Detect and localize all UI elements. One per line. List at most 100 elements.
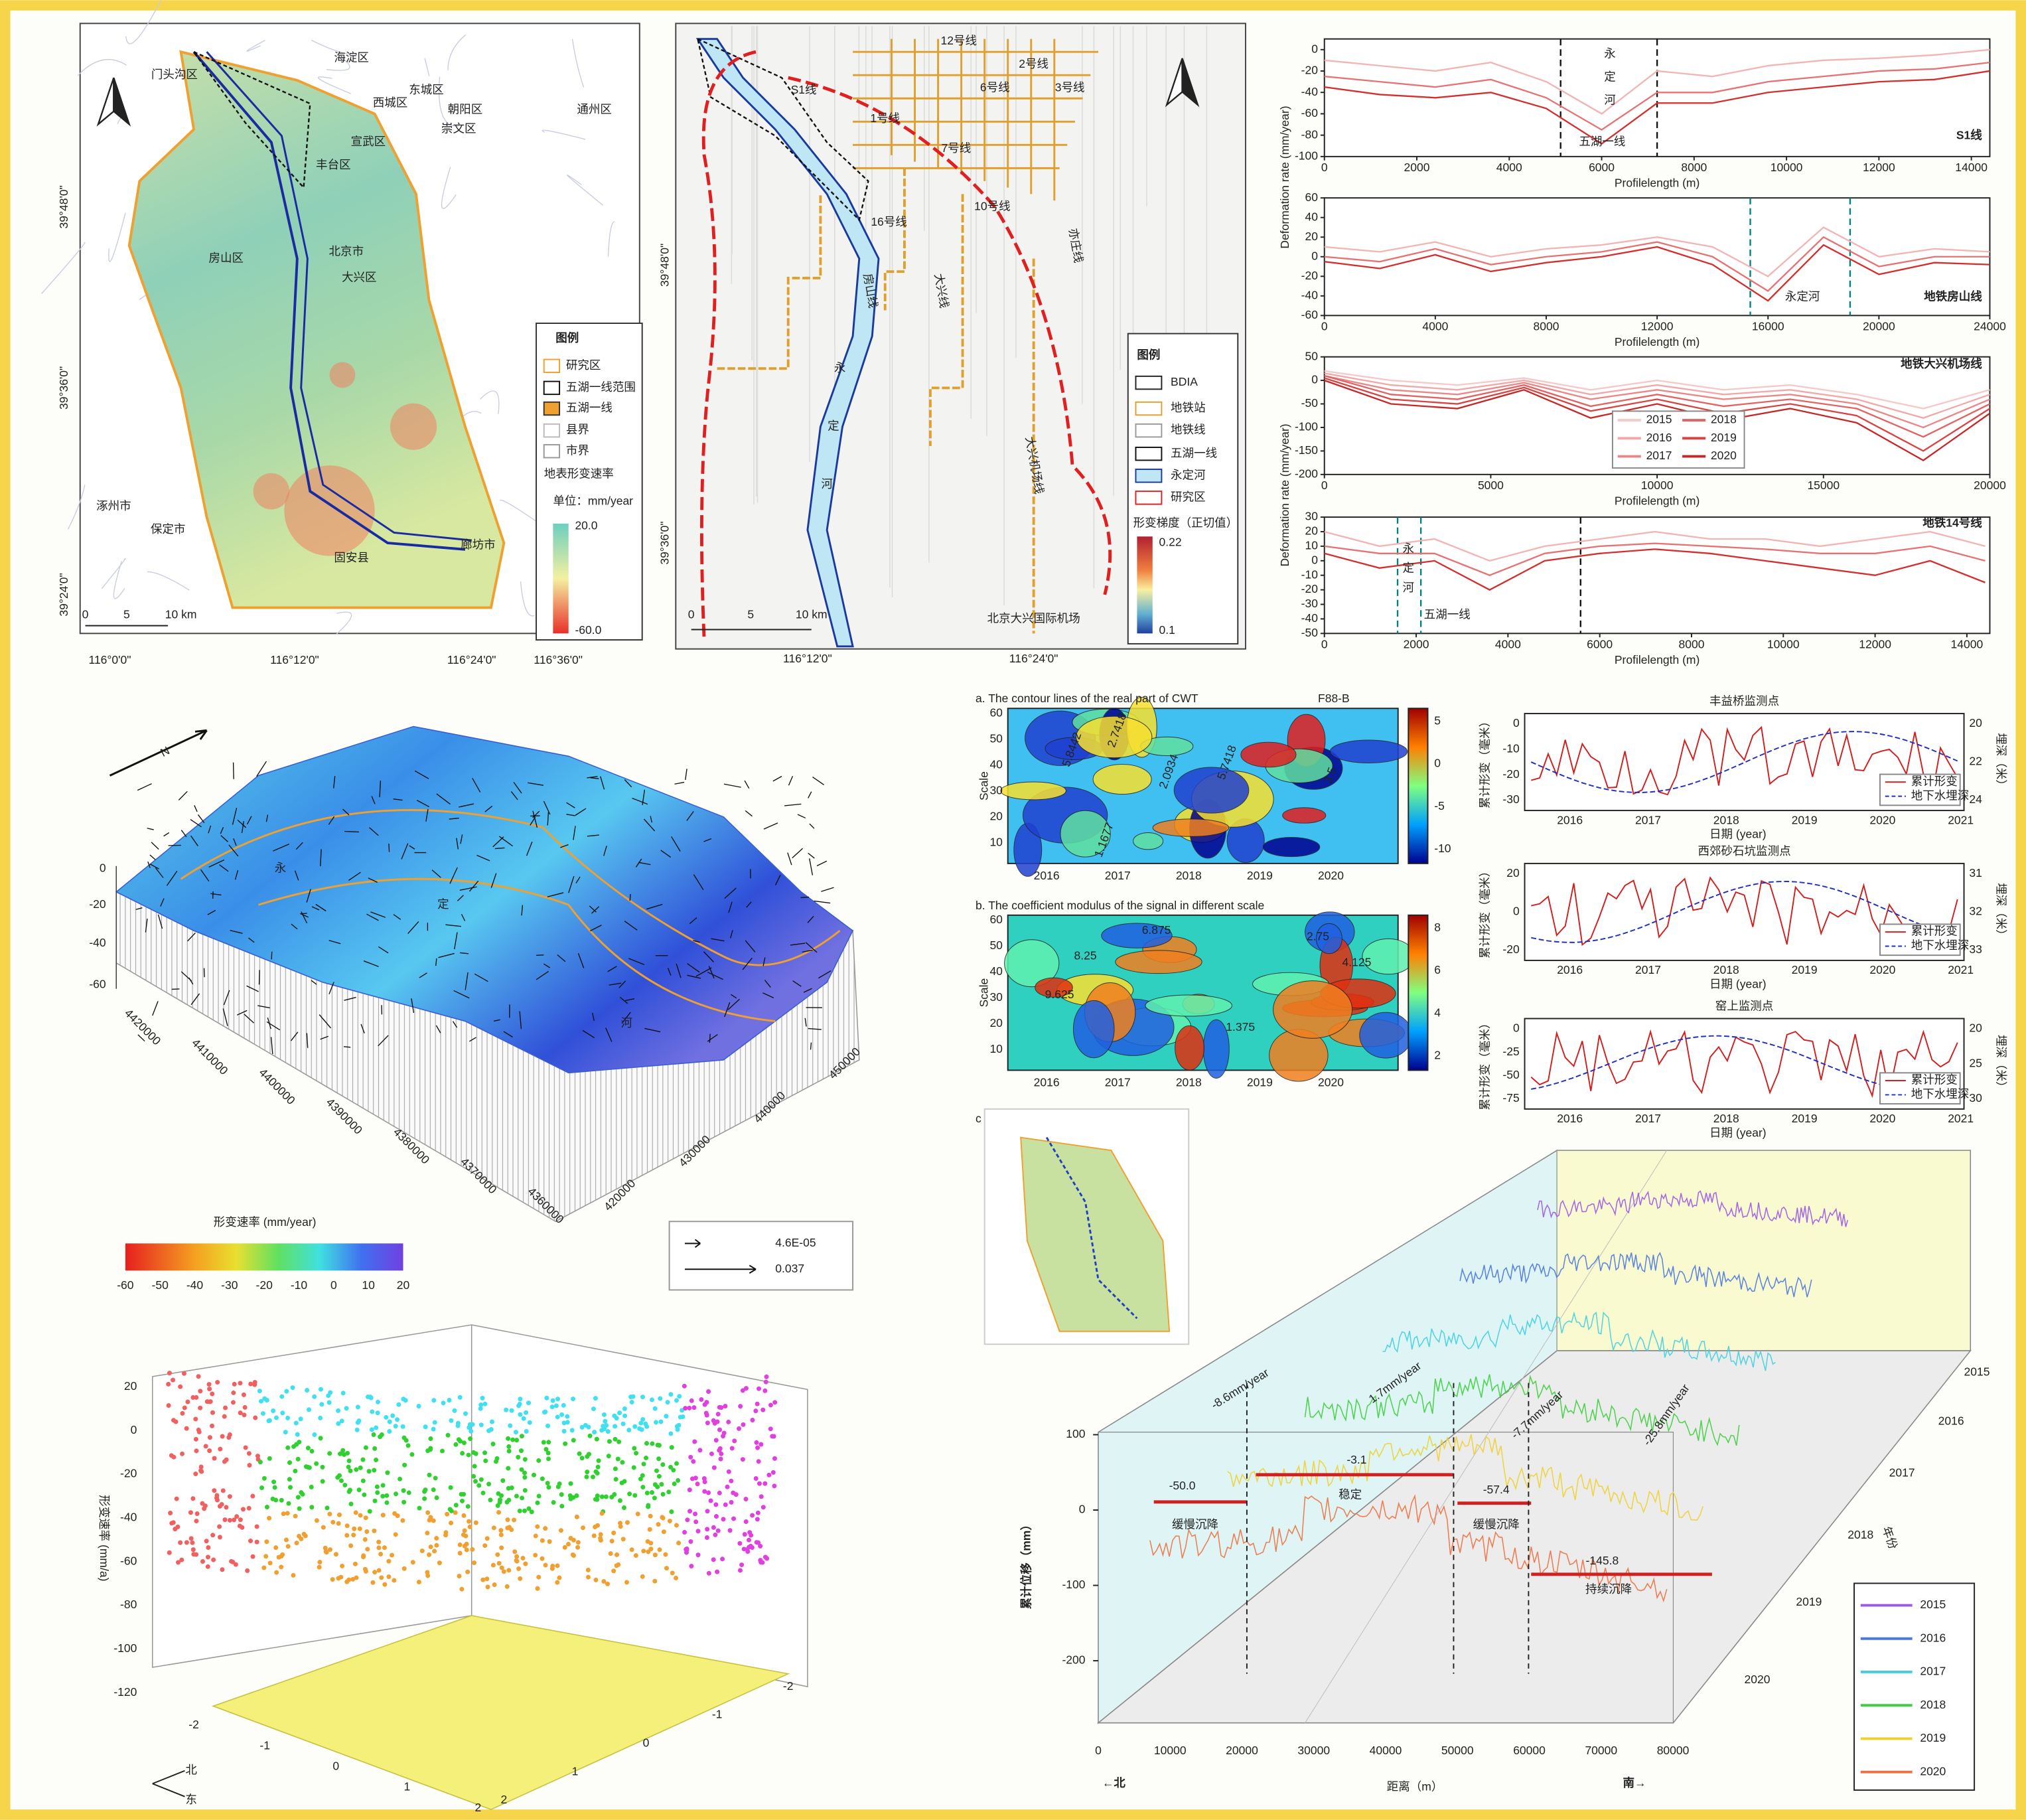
scatter-point (664, 1566, 669, 1570)
scatter-point (768, 1403, 773, 1407)
scatter-point (597, 1458, 601, 1463)
x-tick-label: 12000 (1859, 637, 1891, 650)
scatter-point (674, 1461, 679, 1466)
scatter-point (650, 1397, 654, 1402)
scatter-point (713, 1502, 718, 1507)
scatter-point (248, 1381, 253, 1386)
scatter-point (654, 1420, 658, 1424)
scatter-point (435, 1495, 439, 1500)
scatter-point (618, 1524, 623, 1529)
scatter-point (194, 1437, 198, 1442)
scale-label: 10 km (796, 608, 828, 621)
scatter-point (550, 1566, 555, 1571)
scatter-point (287, 1460, 292, 1465)
y-tick-label: 20 (989, 1016, 1003, 1029)
scatter-point (382, 1582, 387, 1587)
scatter-point (241, 1507, 246, 1511)
scatter-point (346, 1578, 351, 1582)
x-axis-label: 距离（m） (1387, 1780, 1443, 1793)
place-name: 保定市 (151, 522, 186, 536)
scale-label: 0 (688, 608, 695, 621)
scatter-point (747, 1545, 751, 1549)
scatter-point (571, 1397, 575, 1401)
deformation-vector (259, 970, 260, 984)
scatter-point (188, 1510, 193, 1515)
scatter-point (526, 1401, 531, 1405)
scatter-point (306, 1446, 311, 1450)
scatter-point (285, 1446, 290, 1450)
scatter-point (652, 1579, 657, 1584)
scatter-point (645, 1491, 650, 1495)
scatter-point (533, 1553, 538, 1557)
scatter-point (409, 1452, 414, 1457)
y-tick-label: -25 (1502, 1045, 1519, 1058)
scatter-point (518, 1509, 522, 1513)
scatter-point (417, 1580, 421, 1584)
scatter-point (191, 1547, 196, 1552)
annotation: 定 (1604, 70, 1616, 84)
year-tick-label: 2019 (1796, 1595, 1822, 1608)
x-tick-label: 2018 (1176, 869, 1202, 882)
x-tick-label: 0 (1321, 479, 1328, 492)
y2-tick-label: 31 (1969, 866, 1982, 879)
scatter-point (593, 1525, 597, 1529)
scatter-point (519, 1448, 524, 1453)
scatter-point (506, 1444, 511, 1449)
scatter-point (728, 1528, 733, 1533)
cwt-contour (1133, 832, 1163, 849)
scatter-point (388, 1420, 392, 1424)
scatter-point (252, 1383, 257, 1387)
scatter-point (194, 1519, 198, 1523)
scatter-point (314, 1462, 319, 1466)
scatter-point (729, 1479, 733, 1483)
x-axis-label: 日期 (year) (1709, 978, 1767, 991)
colorbar-label: 5 (1434, 714, 1441, 727)
x-tick-label: 10000 (1641, 479, 1674, 492)
scatter-point (761, 1505, 766, 1509)
scatter-point (559, 1412, 564, 1417)
scatter-point (264, 1539, 269, 1544)
scatter-point (182, 1371, 186, 1376)
y-tick-label: 60 (1305, 190, 1319, 204)
scatter-point (299, 1416, 303, 1421)
x-axis-label: Profilelength (m) (1615, 176, 1700, 189)
scatter-point (648, 1514, 653, 1519)
scatter-point (376, 1540, 381, 1545)
scatter-point (375, 1490, 380, 1495)
scatter-point (244, 1445, 248, 1450)
y2-tick-label: 30 (1969, 1091, 1982, 1104)
y2-tick-label: 25 (1969, 1056, 1982, 1069)
legend-swatch (1135, 491, 1161, 504)
y2-axis-label: 埋深（米） (1994, 733, 2007, 791)
scatter-point (330, 1577, 335, 1582)
scatter-point (471, 1474, 476, 1479)
scatter-point (255, 1524, 259, 1529)
scatter-point (468, 1525, 472, 1529)
scatter-point (506, 1486, 511, 1491)
cwt-contour (1283, 808, 1326, 823)
scatter-point (386, 1574, 391, 1579)
scatter-point (295, 1541, 299, 1545)
x-tick-label: 2016 (1557, 963, 1583, 976)
x-tick-label: 0 (332, 1760, 339, 1773)
scatter-point (592, 1533, 597, 1538)
y-tick-label: 0 (1079, 1503, 1086, 1516)
scatter-point (428, 1447, 433, 1452)
x-tick-label: 4000 (1422, 319, 1448, 333)
scatter-point (563, 1545, 567, 1550)
z-tick-label: -80 (120, 1598, 137, 1611)
x-tick-label: 2021 (1948, 1112, 1974, 1125)
scatter-point (495, 1553, 500, 1557)
scatter-point (223, 1406, 228, 1410)
scatter-point (593, 1396, 598, 1401)
legend-swatch (544, 424, 559, 437)
scatter-point (687, 1487, 692, 1492)
legend-label: 2019 (1711, 431, 1737, 444)
x-tick-label: 2018 (1176, 1076, 1202, 1089)
scatter-point (370, 1409, 374, 1414)
scatter-point (669, 1509, 674, 1514)
x-tick-label: 2017 (1105, 1076, 1131, 1089)
scatter-point (721, 1434, 725, 1438)
scatter-point (770, 1434, 774, 1438)
scatter-point (479, 1478, 484, 1482)
